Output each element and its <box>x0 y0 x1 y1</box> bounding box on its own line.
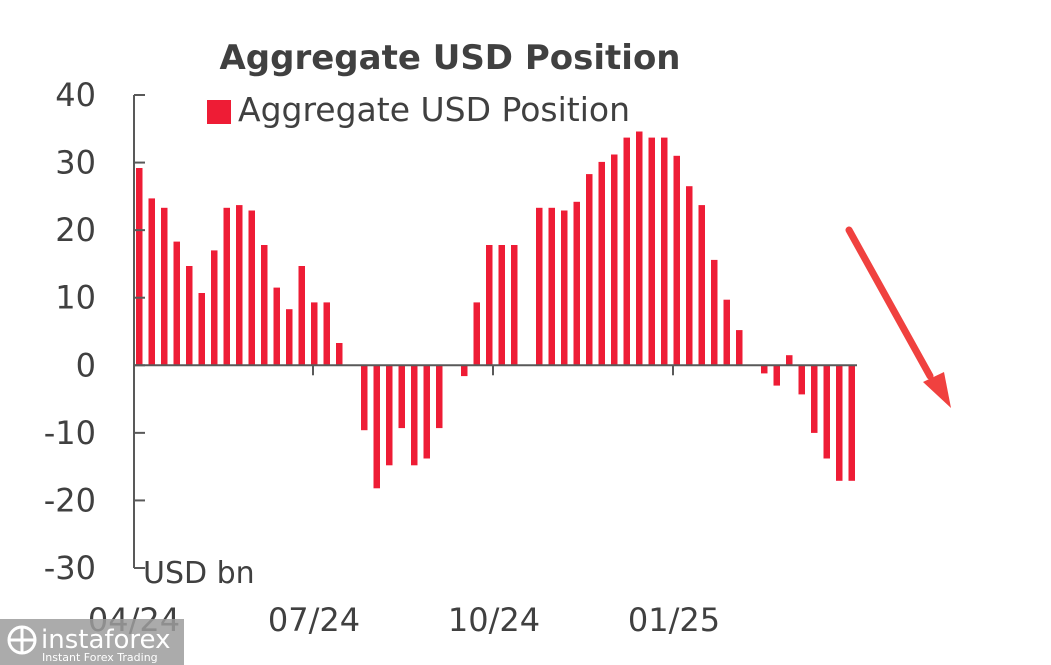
bar <box>298 266 305 366</box>
bar <box>498 245 505 366</box>
bar <box>548 207 555 366</box>
bar <box>773 365 780 386</box>
bar <box>273 287 280 366</box>
bar <box>423 365 430 459</box>
bar <box>223 207 230 366</box>
bar <box>611 154 618 366</box>
trend-arrow-shaft <box>845 226 934 380</box>
bar <box>461 365 468 377</box>
bar <box>786 355 793 366</box>
bar <box>836 365 843 481</box>
watermark-brand: instaforex <box>41 625 170 655</box>
bar <box>636 131 643 366</box>
bar <box>411 365 418 466</box>
bar <box>561 210 568 366</box>
bar <box>823 365 830 459</box>
bar <box>711 259 718 366</box>
bar <box>811 365 818 433</box>
legend: Aggregate USD Position <box>207 90 630 129</box>
bar <box>211 250 218 366</box>
bar <box>261 245 268 366</box>
bar <box>311 302 318 366</box>
bar <box>848 365 855 481</box>
bar <box>761 365 768 374</box>
bar <box>798 365 805 395</box>
chart-title: Aggregate USD Position <box>219 38 680 78</box>
bar <box>486 245 493 366</box>
bar <box>536 207 543 366</box>
bar <box>686 186 693 366</box>
bar <box>361 365 368 431</box>
x-tick-label: 07/24 <box>268 601 360 639</box>
bar <box>723 299 730 366</box>
y-tick-label: -10 <box>44 414 96 452</box>
x-tick-label: 10/24 <box>448 601 540 639</box>
bar <box>736 330 743 366</box>
bar <box>248 210 255 366</box>
y-tick-label: 20 <box>55 211 96 249</box>
unit-label: USD bn <box>143 556 255 591</box>
bar <box>673 155 680 366</box>
bar <box>661 137 668 366</box>
legend-swatch <box>207 100 231 124</box>
watermark-tagline: Instant Forex Trading <box>42 651 158 664</box>
y-tick-label: -30 <box>44 549 96 587</box>
bar <box>161 207 168 366</box>
bar <box>198 293 205 366</box>
bar <box>373 365 380 489</box>
bar <box>598 161 605 366</box>
bars <box>136 131 855 489</box>
trend-arrow-head <box>923 372 951 408</box>
bar <box>473 302 480 366</box>
bar <box>511 245 518 366</box>
bar <box>436 365 443 429</box>
bar <box>323 302 330 366</box>
bar <box>623 137 630 366</box>
bar <box>698 205 705 366</box>
y-tick-label: 30 <box>55 144 96 182</box>
y-tick-label: -20 <box>44 481 96 519</box>
watermark: instaforex Instant Forex Trading <box>0 619 184 665</box>
bar <box>136 168 143 366</box>
bar <box>586 174 593 366</box>
legend-label: Aggregate USD Position <box>238 90 630 129</box>
axes <box>133 94 857 569</box>
bar <box>648 137 655 366</box>
y-tick-label: 10 <box>55 279 96 317</box>
bar <box>573 201 580 366</box>
y-tick-label: 40 <box>55 76 96 114</box>
y-axis-tick-labels: 40 30 20 10 0 -10 -20 -30 <box>44 76 96 587</box>
bar <box>398 365 405 429</box>
watermark-background <box>0 619 184 665</box>
bar <box>386 365 393 466</box>
trend-arrow <box>845 226 951 408</box>
x-tick-label: 01/25 <box>628 601 720 639</box>
y-tick-label: 0 <box>76 346 96 384</box>
bar <box>148 198 155 366</box>
bar <box>186 266 193 366</box>
bar <box>173 241 180 366</box>
instaforex-logo-icon <box>7 625 37 655</box>
bar <box>286 309 293 366</box>
bar <box>336 343 343 366</box>
bar <box>236 205 243 366</box>
